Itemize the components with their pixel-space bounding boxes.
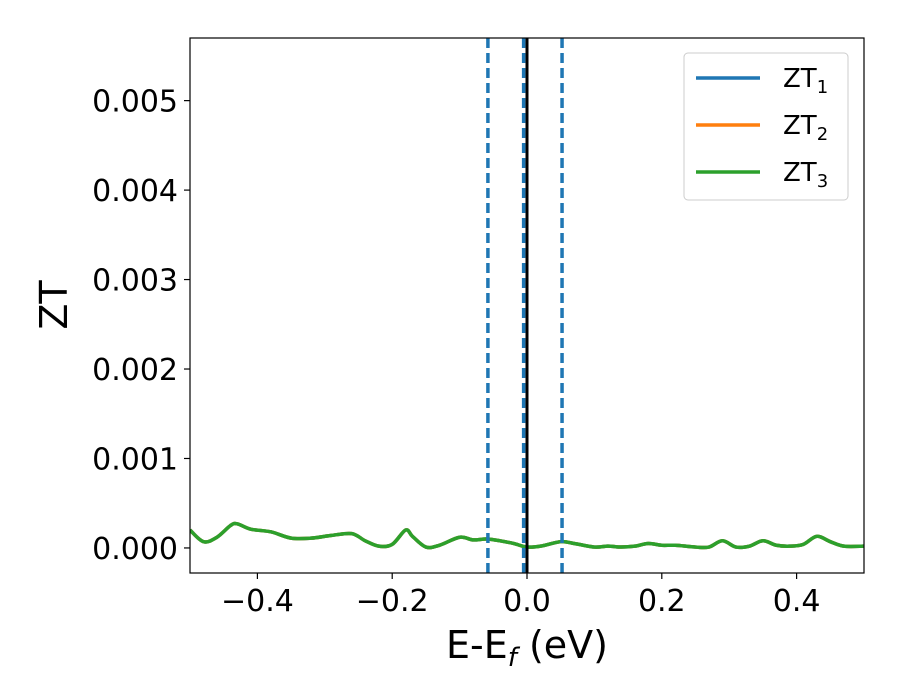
legend-label-3: ZT3 bbox=[783, 158, 828, 192]
legend-label-1: ZT1 bbox=[783, 64, 828, 98]
legend: ZT1 ZT2 ZT3 bbox=[683, 52, 849, 201]
x-tick-label: 0.0 bbox=[503, 584, 551, 619]
x-tick-label: 0.2 bbox=[638, 584, 686, 619]
x-tick-label: −0.2 bbox=[356, 584, 429, 619]
y-axis-label: ZT bbox=[32, 280, 76, 330]
legend-box bbox=[683, 52, 849, 201]
y-tick-label: 0.001 bbox=[92, 442, 178, 477]
x-axis-label-main: E-E bbox=[446, 623, 508, 667]
legend-label-2: ZT2 bbox=[783, 111, 828, 145]
y-tick-label: 0.003 bbox=[92, 264, 178, 299]
y-tick-label: 0.005 bbox=[92, 85, 178, 120]
y-tick-label: 0.000 bbox=[92, 532, 178, 567]
y-tick-label: 0.004 bbox=[92, 174, 178, 209]
x-tick-label: −0.4 bbox=[221, 584, 294, 619]
x-axis-label-unit: (eV) bbox=[517, 623, 608, 667]
x-axis-label: E-Ef (eV) bbox=[446, 623, 608, 673]
y-tick-label: 0.002 bbox=[92, 353, 178, 388]
x-tick-label: 0.4 bbox=[773, 584, 821, 619]
